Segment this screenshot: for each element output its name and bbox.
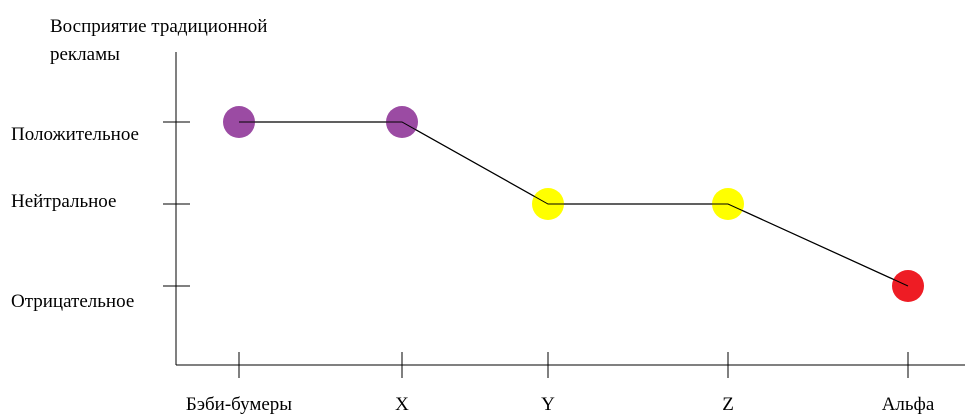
x-ticks: Бэби-бумеры X Y Z Альфа xyxy=(186,352,935,414)
y-tick-label: Отрицательное xyxy=(11,291,134,312)
y-axis-title-line-2: рекламы xyxy=(50,44,120,65)
x-tick-label: Бэби-бумеры xyxy=(186,394,292,414)
y-axis-title-line-1: Восприятие традиционной xyxy=(50,16,267,37)
y-tick-label: Положительное xyxy=(11,124,139,145)
y-ticks: Положительное Нейтральное Отрицательное xyxy=(11,121,190,312)
series xyxy=(223,106,924,302)
x-tick-label: Z xyxy=(722,394,734,414)
x-tick-label: Альфа xyxy=(882,394,935,414)
x-tick-label: Y xyxy=(541,394,555,414)
y-tick-label: Нейтральное xyxy=(11,191,116,212)
series-line-overlay xyxy=(239,121,909,287)
x-tick-label: X xyxy=(395,394,409,414)
